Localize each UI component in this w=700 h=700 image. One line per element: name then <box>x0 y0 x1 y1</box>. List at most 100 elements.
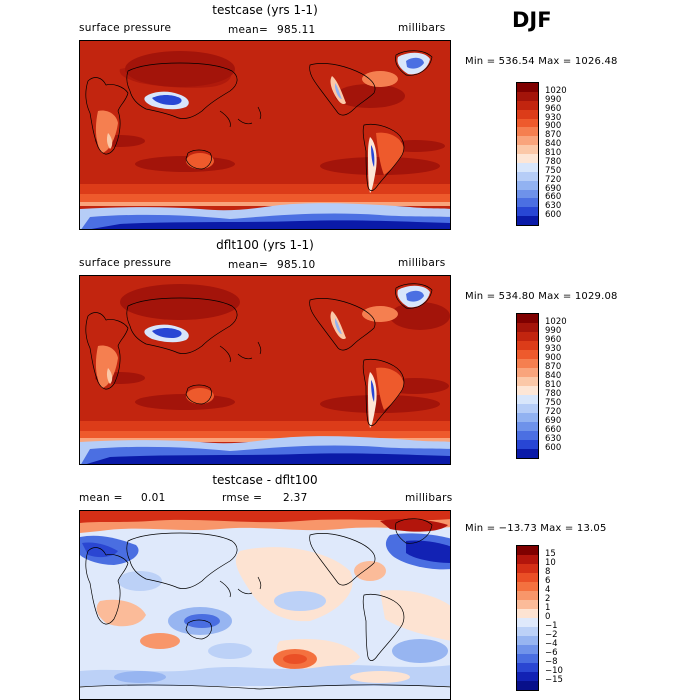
colorbar-tick-label: 660 <box>545 425 562 435</box>
colorbar-tick-label: 780 <box>545 389 562 399</box>
colorbar-swatch <box>517 645 538 654</box>
colorbar-swatch <box>517 618 538 627</box>
colorbar-tick-label: 10 <box>545 558 556 568</box>
colorbar-tick-label: 660 <box>545 192 562 203</box>
panel-1-mean-value: 985.11 <box>277 24 316 36</box>
colorbar-tick-label: 840 <box>545 139 562 150</box>
panel-1-mean-label: mean= <box>228 24 269 36</box>
colorbar-tick-label: 6 <box>545 576 551 586</box>
colorbar-tick-label: −10 <box>545 666 563 676</box>
colorbar-swatch <box>517 609 538 618</box>
panel-1-minmax: Min = 536.54 Max = 1026.48 <box>465 56 618 67</box>
colorbar-swatch <box>517 395 538 404</box>
colorbar-swatch <box>517 154 538 163</box>
colorbar-swatch <box>517 127 538 137</box>
colorbar-tick-label: 810 <box>545 148 562 158</box>
colorbar-swatch <box>517 555 538 564</box>
panel-1-units: millibars <box>398 22 446 34</box>
colorbar-swatch <box>517 180 538 190</box>
colorbar-swatch <box>517 216 538 225</box>
colorbar-tick-label: 720 <box>545 407 562 417</box>
colorbar-tick-label: 600 <box>545 210 562 221</box>
colorbar-tick-label: 0 <box>545 612 551 622</box>
colorbar-swatch <box>517 83 538 92</box>
panel-3-rmse-label: rmse = <box>222 492 263 504</box>
panel-2-mean-value: 985.10 <box>277 259 316 271</box>
panel-3-map <box>79 510 451 700</box>
panel-2-title: dflt100 (yrs 1-1) <box>216 238 314 252</box>
colorbar-swatch <box>517 654 538 663</box>
colorbar-tick-label: 960 <box>545 103 562 114</box>
panel-3-rmse-value: 2.37 <box>283 492 308 504</box>
colorbar-swatch <box>517 314 538 323</box>
colorbar-swatch <box>517 377 538 386</box>
colorbar-swatch <box>517 359 538 368</box>
colorbar-swatch <box>517 171 538 181</box>
colorbar-swatch <box>517 672 538 681</box>
panel-1-colorbar <box>516 82 539 226</box>
colorbar-tick-label: −4 <box>545 639 558 649</box>
panel-1-map <box>79 40 451 230</box>
colorbar-tick-label: 630 <box>545 201 562 212</box>
colorbar-tick-label: 4 <box>545 585 551 595</box>
colorbar-swatch <box>517 350 538 359</box>
panel-3-mean-label: mean = <box>79 492 123 504</box>
colorbar-tick-label: 990 <box>545 94 562 105</box>
colorbar-tick-label: 750 <box>545 165 562 176</box>
panel-3-title: testcase - dflt100 <box>212 473 318 487</box>
colorbar-tick-label: 600 <box>545 443 562 453</box>
colorbar-swatch <box>517 341 538 350</box>
colorbar-swatch <box>517 323 538 332</box>
colorbar-tick-label: 810 <box>545 380 562 390</box>
colorbar-swatch <box>517 627 538 636</box>
colorbar-swatch <box>517 600 538 609</box>
colorbar-swatch <box>517 91 538 101</box>
colorbar-swatch <box>517 368 538 377</box>
colorbar-tick-label: 870 <box>545 130 562 141</box>
panel-2-variable-label: surface pressure <box>79 257 172 269</box>
colorbar-swatch <box>517 136 538 146</box>
colorbar-swatch <box>517 546 538 555</box>
colorbar-tick-label: 15 <box>545 549 556 559</box>
colorbar-tick-label: 870 <box>545 362 562 372</box>
colorbar-swatch <box>517 564 538 573</box>
colorbar-tick-label: 960 <box>545 335 562 345</box>
colorbar-tick-label: 900 <box>545 121 562 132</box>
colorbar-swatch <box>517 386 538 395</box>
colorbar-tick-label: −2 <box>545 630 558 640</box>
panel-2-mean-label: mean= <box>228 259 269 271</box>
panel-1-variable-label: surface pressure <box>79 22 172 34</box>
colorbar-swatch <box>517 404 538 413</box>
colorbar-swatch <box>517 162 538 172</box>
colorbar-tick-label: 690 <box>545 416 562 426</box>
colorbar-swatch <box>517 591 538 600</box>
colorbar-tick-label: 2 <box>545 594 551 604</box>
colorbar-swatch <box>517 582 538 591</box>
colorbar-swatch <box>517 663 538 672</box>
colorbar-tick-label: 1020 <box>545 85 567 96</box>
colorbar-swatch <box>517 198 538 208</box>
colorbar-swatch <box>517 145 538 154</box>
panel-2-units: millibars <box>398 257 446 269</box>
panel-1-title: testcase (yrs 1-1) <box>212 3 318 17</box>
colorbar-tick-label: 930 <box>545 112 562 123</box>
colorbar-swatch <box>517 449 538 458</box>
colorbar-swatch <box>517 636 538 645</box>
panel-2-minmax: Min = 534.80 Max = 1029.08 <box>465 291 618 302</box>
colorbar-swatch <box>517 422 538 431</box>
colorbar-tick-label: 990 <box>545 326 562 336</box>
colorbar-tick-label: −15 <box>545 675 563 685</box>
panel-2-map <box>79 275 451 465</box>
colorbar-swatch <box>517 681 538 690</box>
colorbar-swatch <box>517 413 538 422</box>
colorbar-tick-label: 780 <box>545 156 562 167</box>
colorbar-swatch <box>517 332 538 341</box>
panel-3-mean-value: 0.01 <box>141 492 166 504</box>
panel-2-colorbar <box>516 313 539 459</box>
colorbar-tick-label: 690 <box>545 183 562 194</box>
colorbar-tick-label: 840 <box>545 371 562 381</box>
colorbar-swatch <box>517 431 538 440</box>
colorbar-tick-label: 630 <box>545 434 562 444</box>
colorbar-tick-label: −6 <box>545 648 558 658</box>
colorbar-tick-label: 900 <box>545 353 562 363</box>
